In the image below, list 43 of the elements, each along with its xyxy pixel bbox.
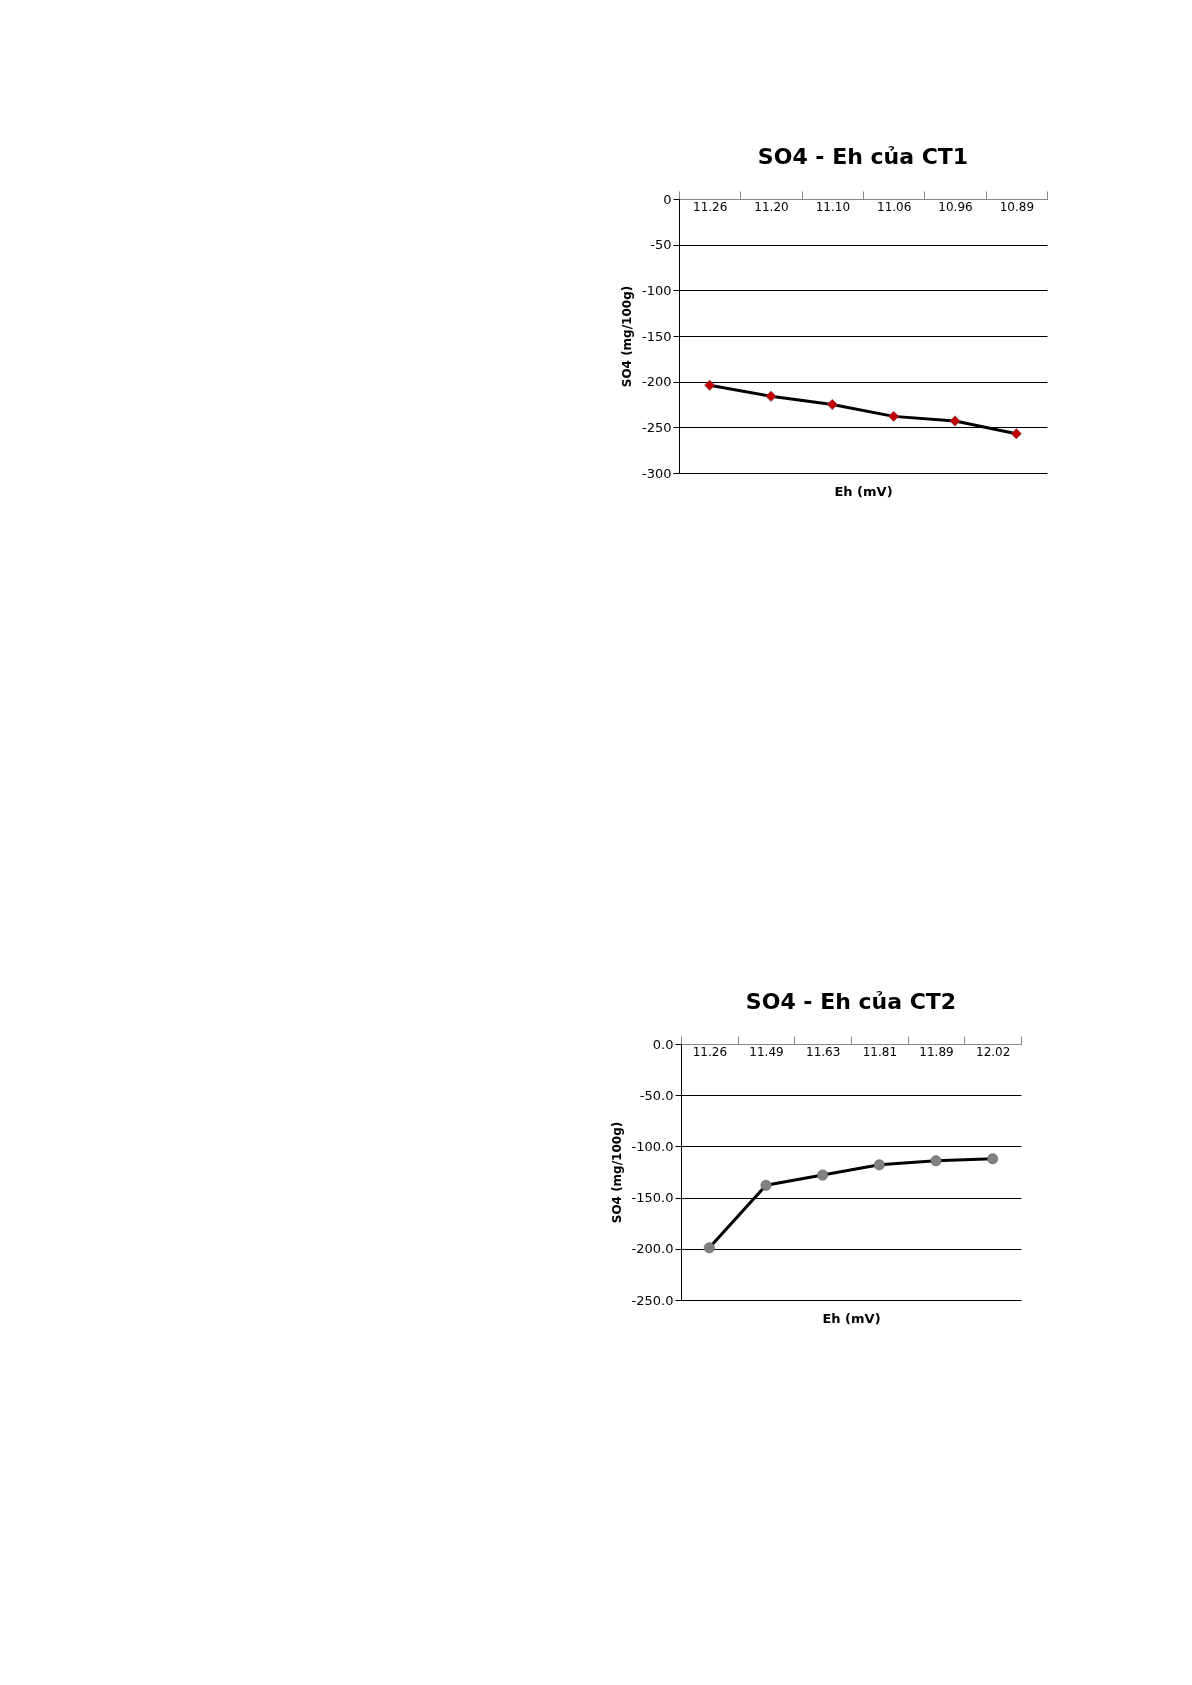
y-tick-label: -200.0 <box>631 1241 674 1257</box>
x-tick-label: 10.96 <box>938 199 973 214</box>
y-tick-label: -50 <box>650 237 672 253</box>
y-tick-label: -150 <box>641 328 672 344</box>
chart-title: SO4 - Eh của CT2 <box>745 988 957 1014</box>
y-tick-label: -150.0 <box>631 1190 674 1206</box>
y-tick-label: 0.0 <box>652 1036 674 1052</box>
point <box>704 379 716 391</box>
y-tick-label: -100.0 <box>631 1138 674 1154</box>
y-tick-label: -200 <box>641 374 672 390</box>
point <box>817 1169 829 1181</box>
x-tick-label: 11.49 <box>749 1044 784 1059</box>
x-axis-title: Eh (mV) <box>822 1310 881 1326</box>
x-tick-label: 11.63 <box>805 1044 841 1059</box>
x-tick-label: 10.89 <box>999 199 1035 214</box>
x-tick-label: 11.26 <box>692 1044 728 1059</box>
y-tick-label: -100 <box>641 282 672 298</box>
x-tick-label: 11.89 <box>919 1044 954 1059</box>
chart-title: SO4 - Eh của CT1 <box>757 143 969 169</box>
y-tick-label: -50.0 <box>639 1087 674 1103</box>
point <box>826 399 838 410</box>
x-axis-title: Eh (mV) <box>834 483 893 499</box>
point <box>930 1155 942 1167</box>
y-tick-label: 0 <box>663 191 672 207</box>
x-tick-label: 12.02 <box>975 1044 1011 1059</box>
x-tick-label: 11.06 <box>876 199 912 214</box>
point <box>765 390 777 402</box>
y-tick-label: -250.0 <box>631 1292 674 1308</box>
y-tick-label: -300 <box>641 465 672 481</box>
point <box>1010 428 1022 440</box>
point <box>949 415 961 427</box>
point <box>703 1242 715 1254</box>
y-tick-label: -250 <box>641 419 672 435</box>
y-axis-title: SO4 (mg/100g) <box>609 1121 624 1224</box>
y-axis-title: SO4 (mg/100g) <box>620 285 634 388</box>
x-tick-label: 11.20 <box>754 199 789 214</box>
x-tick-label: 11.26 <box>692 199 728 214</box>
point <box>760 1179 772 1191</box>
x-tick-label: 11.10 <box>815 199 851 214</box>
point <box>888 410 900 422</box>
point <box>987 1153 999 1165</box>
point <box>873 1159 885 1171</box>
x-tick-label: 11.81 <box>862 1044 898 1059</box>
